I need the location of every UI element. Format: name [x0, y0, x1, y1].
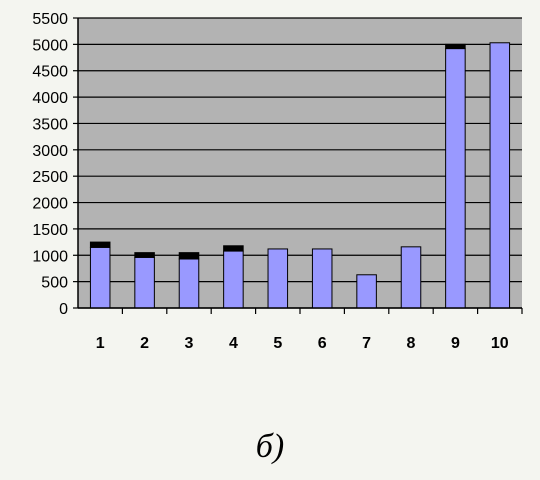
- bar: [400, 246, 422, 309]
- bar: [311, 248, 333, 309]
- x-tick-label: 5: [273, 335, 282, 352]
- figure-caption: б): [255, 428, 285, 465]
- bar: [134, 256, 155, 309]
- x-tick-label: 9: [451, 335, 460, 352]
- x-tick-label: 4: [229, 335, 238, 352]
- bar: [445, 48, 466, 309]
- bar: [178, 258, 200, 309]
- x-tick-label: 10: [491, 335, 509, 352]
- bar: [223, 250, 244, 309]
- axes: [77, 18, 523, 314]
- y-tick-label: 3000: [32, 143, 68, 160]
- y-tick-labels: 0 500 1000 1500 2000 2500 3000 3500 4000 4500 5000…: [32, 11, 68, 318]
- y-tick-label: 4000: [32, 90, 68, 107]
- x-tick-labels: 1 2 3 4 5 6 7 8 9 10: [96, 335, 509, 352]
- y-tick-label: 3500: [32, 116, 68, 133]
- bar-cap: [445, 43, 466, 50]
- bar-cap: [223, 245, 244, 252]
- y-tick-label: 1500: [32, 222, 68, 239]
- y-tick-label: 5000: [32, 37, 68, 54]
- bar-cap: [89, 241, 111, 248]
- y-tick-label: 5500: [32, 11, 68, 28]
- bar: [267, 248, 289, 309]
- x-tick-label: 8: [407, 335, 416, 352]
- bar: [89, 246, 111, 309]
- x-tick-label: 1: [96, 335, 105, 352]
- x-tick-label: 7: [362, 335, 371, 352]
- bar-cap: [134, 252, 155, 258]
- x-tick-label: 3: [185, 335, 194, 352]
- x-tick-label: 6: [318, 335, 327, 352]
- y-tick-label: 2500: [32, 169, 68, 186]
- bar-cap: [178, 252, 200, 260]
- y-tick-label: 500: [41, 275, 68, 292]
- y-tick-label: 4500: [32, 64, 68, 81]
- bar: [489, 42, 511, 309]
- y-tick-label: 0: [59, 301, 68, 318]
- x-tick-label: 2: [140, 335, 149, 352]
- bar: [356, 274, 377, 309]
- y-tick-label: 1000: [32, 248, 68, 265]
- y-tick-label: 2000: [32, 196, 68, 213]
- bars: [89, 42, 511, 309]
- bar-chart: 0 500 1000 1500 2000 2500 3000 3500 4000 4500 5000…: [32, 11, 523, 352]
